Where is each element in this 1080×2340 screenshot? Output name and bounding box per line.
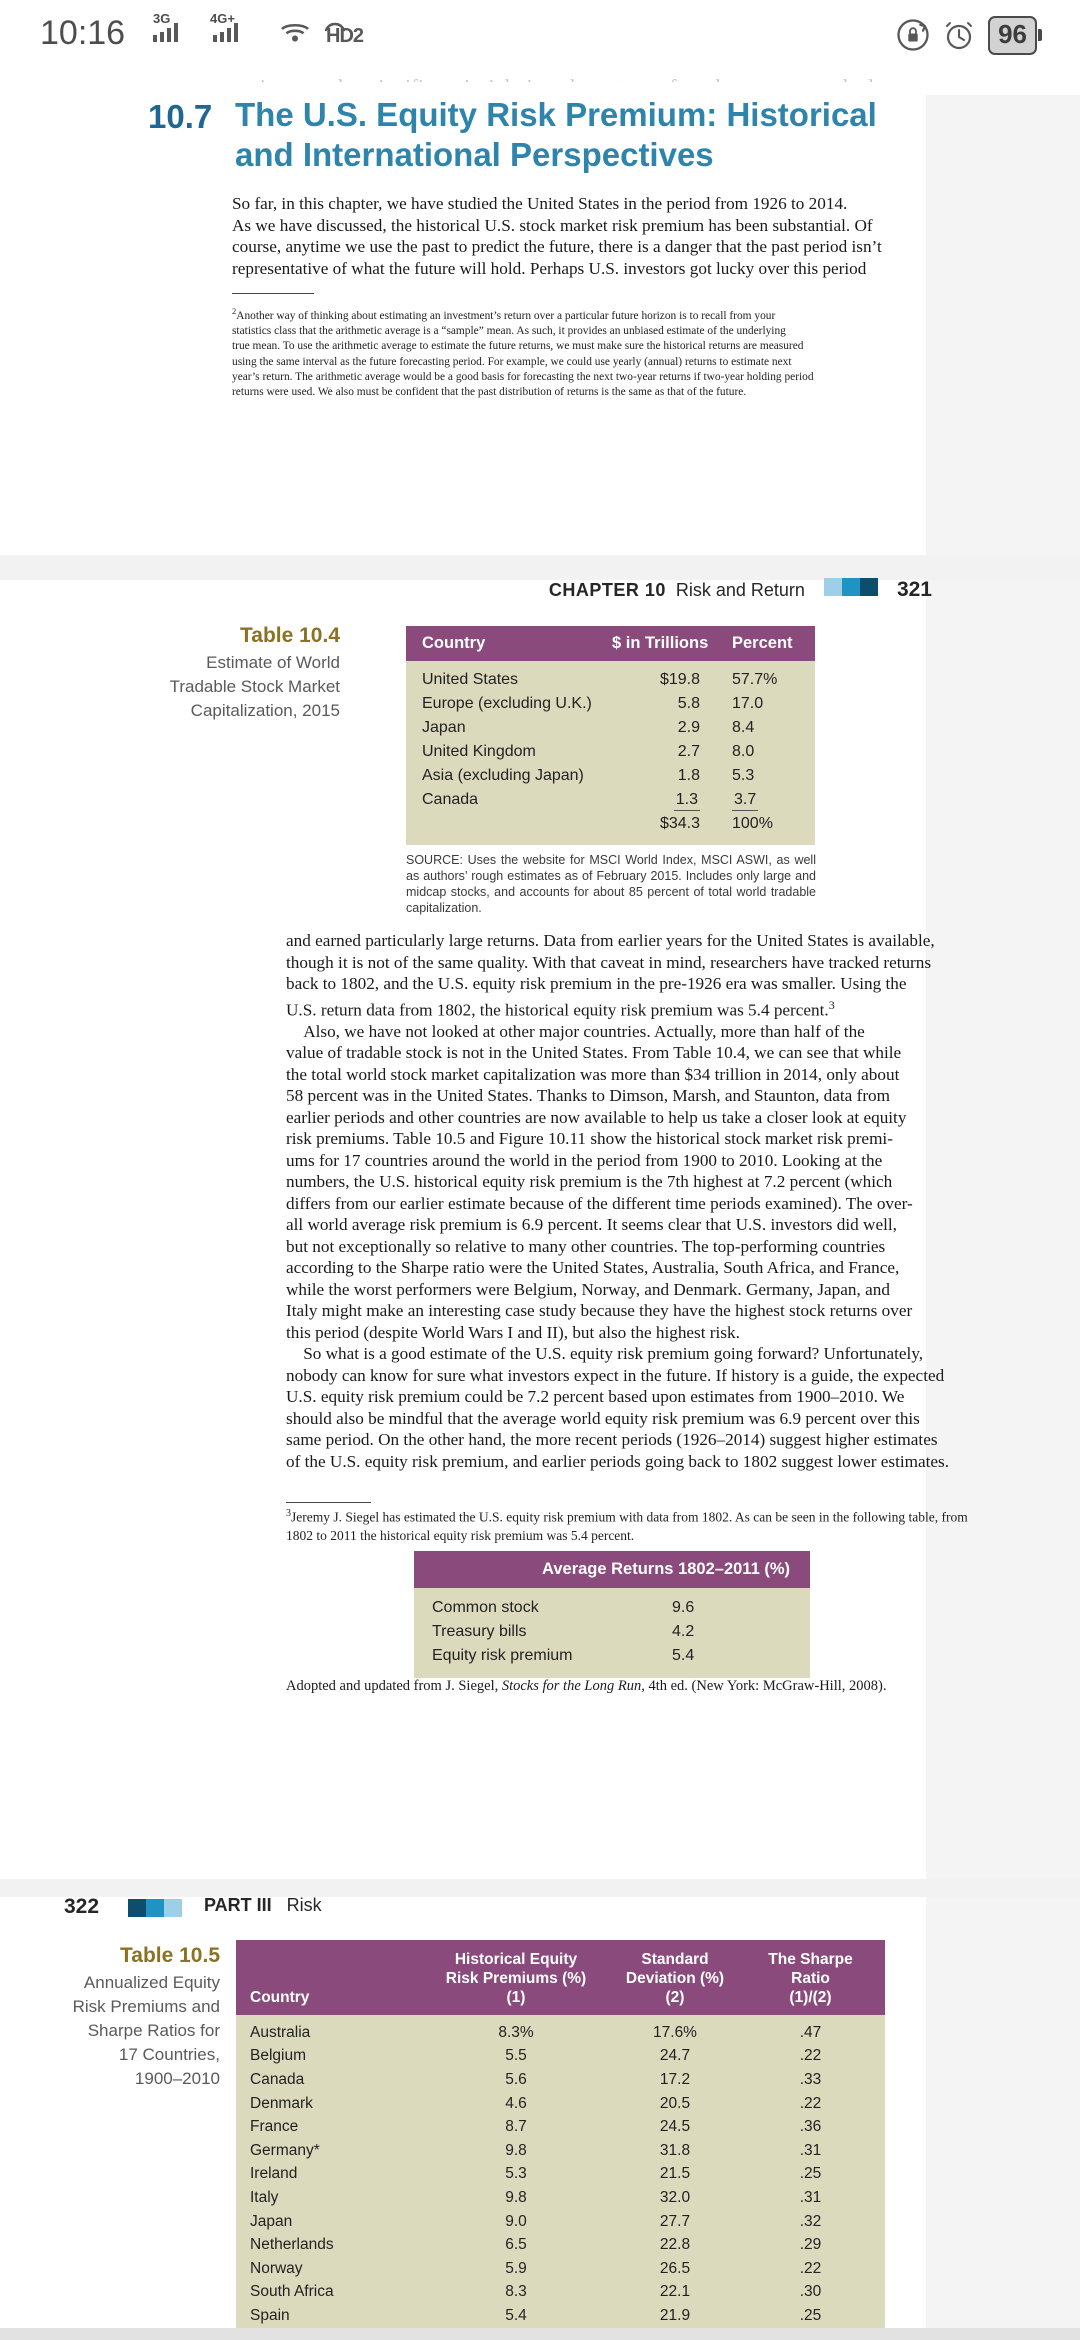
svg-text:HD2: HD2 (326, 25, 364, 44)
